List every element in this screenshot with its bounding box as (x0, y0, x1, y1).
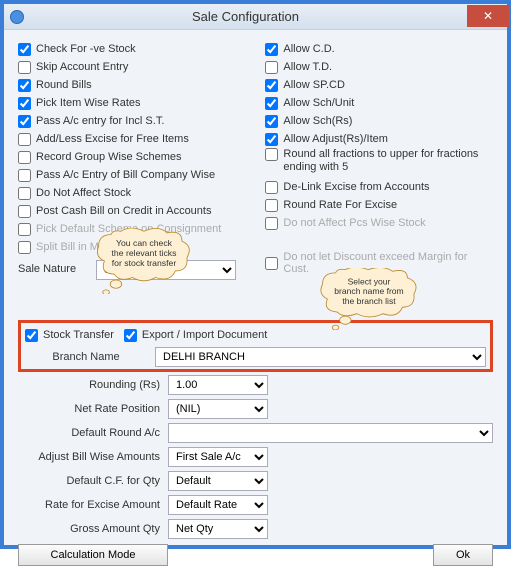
left-check-4-label: Pass A/c entry for Incl S.T. (36, 115, 164, 127)
adjust-bill-wise-label: Adjust Bill Wise Amounts (18, 451, 168, 463)
right-check-4-label: Allow Sch(Rs) (283, 115, 352, 127)
titlebar: Sale Configuration ✕ (4, 4, 507, 30)
left-check-5-label: Add/Less Excise for Free Items (36, 133, 189, 145)
sale-configuration-window: Sale Configuration ✕ Check For -ve Stock… (0, 0, 511, 549)
right-checkbox-column: Allow C.D. Allow T.D. Allow SP.CD Allow Sch… (265, 40, 493, 280)
right-check-9-label: Do not Affect Pcs Wise Stock (283, 217, 425, 229)
right-check-0[interactable]: Allow C.D. (265, 40, 493, 58)
svg-text:Select your: Select your (348, 276, 391, 286)
svg-text:the relevant ticks: the relevant ticks (112, 248, 178, 258)
left-check-3[interactable]: Pick Item Wise Rates (18, 94, 265, 112)
left-check-9-label: Post Cash Bill on Credit in Accounts (36, 205, 211, 217)
default-round-ac-select[interactable] (168, 423, 493, 443)
right-check-3-label: Allow Sch/Unit (283, 97, 354, 109)
right-check-6-label: Round all fractions to upper for fractio… (283, 148, 493, 174)
rounding-select[interactable]: 1.00 (168, 375, 268, 395)
branch-name-select[interactable]: DELHI BRANCH (155, 347, 486, 367)
callout-branch-name: Select your branch name from the branch … (306, 268, 432, 330)
rate-excise-select[interactable]: Default Rate (168, 495, 268, 515)
stock-transfer-label: Stock Transfer (43, 329, 114, 341)
gross-amount-qty-label: Gross Amount Qty (18, 523, 168, 535)
left-check-2-label: Round Bills (36, 79, 92, 91)
left-check-6-label: Record Group Wise Schemes (36, 151, 182, 163)
right-check-6[interactable]: Round all fractions to upper for fractio… (265, 148, 493, 178)
right-check-9[interactable]: Do not Affect Pcs Wise Stock (265, 214, 493, 232)
export-import-checkbox[interactable]: Export / Import Document (124, 326, 267, 344)
close-button[interactable]: ✕ (467, 5, 509, 27)
left-check-4[interactable]: Pass A/c entry for Incl S.T. (18, 112, 265, 130)
calculation-mode-button[interactable]: Calculation Mode (18, 544, 168, 566)
left-check-0[interactable]: Check For -ve Stock (18, 40, 265, 58)
right-check-0-label: Allow C.D. (283, 43, 334, 55)
right-check-8[interactable]: Round Rate For Excise (265, 196, 493, 214)
gross-amount-qty-select[interactable]: Net Qty (168, 519, 268, 539)
svg-text:the branch list: the branch list (342, 296, 396, 306)
default-round-ac-label: Default Round A/c (18, 427, 168, 439)
right-check-7[interactable]: De-Link Excise from Accounts (265, 178, 493, 196)
left-check-1-label: Skip Account Entry (36, 61, 128, 73)
net-rate-position-label: Net Rate Position (18, 403, 168, 415)
rate-excise-label: Rate for Excise Amount (18, 499, 168, 511)
right-check-5-label: Allow Adjust(Rs)/Item (283, 133, 388, 145)
svg-text:for stock transfer: for stock transfer (112, 258, 177, 268)
right-check-8-label: Round Rate For Excise (283, 199, 397, 211)
svg-text:branch name from: branch name from (334, 286, 403, 296)
left-check-0-label: Check For -ve Stock (36, 43, 136, 55)
ok-button[interactable]: Ok (433, 544, 493, 566)
left-check-8-label: Do Not Affect Stock (36, 187, 131, 199)
app-icon (10, 10, 24, 24)
callout-stock-transfer: You can check the relevant ticks for sto… (84, 228, 204, 294)
rounding-label: Rounding (Rs) (18, 379, 168, 391)
right-check-5[interactable]: Allow Adjust(Rs)/Item (265, 130, 493, 148)
right-check-1-label: Allow T.D. (283, 61, 332, 73)
left-check-6[interactable]: Record Group Wise Schemes (18, 148, 265, 166)
right-check-2-label: Allow SP.CD (283, 79, 345, 91)
export-import-label: Export / Import Document (142, 329, 267, 341)
right-check-7-label: De-Link Excise from Accounts (283, 181, 429, 193)
left-check-1[interactable]: Skip Account Entry (18, 58, 265, 76)
left-check-3-label: Pick Item Wise Rates (36, 97, 141, 109)
right-check-4[interactable]: Allow Sch(Rs) (265, 112, 493, 130)
left-check-7[interactable]: Pass A/c Entry of Bill Company Wise (18, 166, 265, 184)
default-cf-qty-label: Default C.F. for Qty (18, 475, 168, 487)
stock-transfer-checkbox[interactable]: Stock Transfer (25, 326, 114, 344)
net-rate-position-select[interactable]: (NIL) (168, 399, 268, 419)
right-check-2[interactable]: Allow SP.CD (265, 76, 493, 94)
svg-text:You can check: You can check (116, 238, 173, 248)
branch-name-label: Branch Name (25, 351, 155, 363)
left-check-9[interactable]: Post Cash Bill on Credit in Accounts (18, 202, 265, 220)
left-check-2[interactable]: Round Bills (18, 76, 265, 94)
left-check-5[interactable]: Add/Less Excise for Free Items (18, 130, 265, 148)
left-check-8[interactable]: Do Not Affect Stock (18, 184, 265, 202)
adjust-bill-wise-select[interactable]: First Sale A/c (168, 447, 268, 467)
right-check-1[interactable]: Allow T.D. (265, 58, 493, 76)
left-check-7-label: Pass A/c Entry of Bill Company Wise (36, 169, 215, 181)
right-check-3[interactable]: Allow Sch/Unit (265, 94, 493, 112)
sale-nature-label: Sale Nature (18, 260, 90, 280)
default-cf-qty-select[interactable]: Default (168, 471, 268, 491)
window-title: Sale Configuration (24, 9, 467, 24)
